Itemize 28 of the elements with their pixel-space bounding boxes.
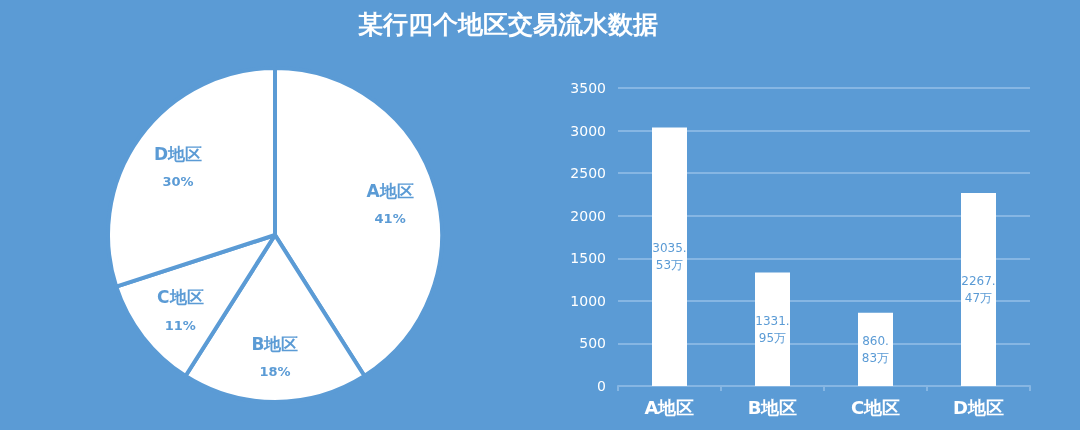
x-tick-label: A地区 — [644, 396, 695, 418]
bar — [755, 272, 790, 386]
y-tick-label: 3500 — [570, 80, 606, 96]
slice-label: A地区 — [366, 180, 414, 201]
y-tick-label: 0 — [597, 378, 606, 394]
data-label: 11% — [164, 317, 196, 333]
slice-label: D地区 — [153, 143, 203, 164]
slice-label: C地区 — [157, 287, 204, 308]
bar — [961, 192, 996, 386]
y-tick-label: 500 — [579, 335, 606, 352]
data-label: 860.83万 — [861, 333, 890, 365]
x-tick-label: C地区 — [850, 396, 901, 418]
data-label: 30% — [162, 174, 194, 190]
y-tick-label: 2000 — [570, 207, 606, 224]
data-label: 3035.53万 — [652, 241, 687, 273]
y-tick-label: 1500 — [570, 250, 606, 267]
y-tick-label: 2500 — [570, 165, 606, 182]
bar — [652, 127, 687, 386]
text: 某行四个地区交易流水数据 — [358, 10, 658, 39]
y-tick-label: 1000 — [570, 292, 606, 309]
x-tick-label: B地区 — [747, 396, 798, 418]
data-label: 41% — [374, 211, 406, 227]
y-tick-label: 3000 — [570, 122, 606, 139]
x-tick-label: D地区 — [953, 396, 1004, 418]
data-label: 2267.47万 — [961, 273, 996, 305]
data-label: 18% — [259, 364, 291, 380]
slice-label: B地区 — [251, 333, 299, 354]
data-label: 1331.95万 — [755, 313, 790, 345]
